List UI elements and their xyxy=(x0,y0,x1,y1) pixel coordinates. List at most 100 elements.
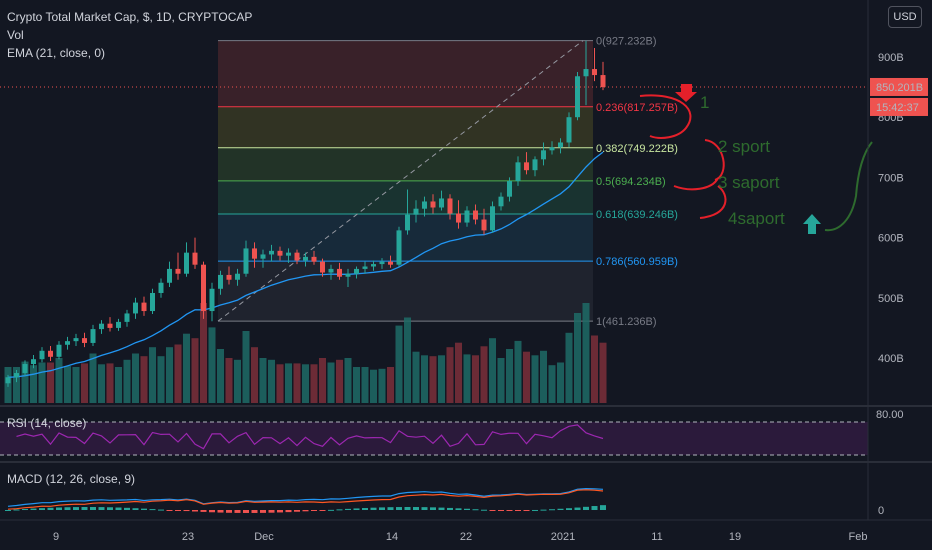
volume-bar xyxy=(89,353,97,403)
macd-histogram-bar xyxy=(260,510,266,513)
currency-button[interactable]: USD xyxy=(888,6,922,28)
macd-histogram-bar xyxy=(421,507,428,510)
fibonacci-labels: 0(927.232B) 0.236(817.257B) 0.382(749.222B… xyxy=(596,36,678,329)
volume-bar xyxy=(47,362,54,403)
macd-axis-label: 0 xyxy=(878,505,884,517)
macd-histogram-bar xyxy=(183,510,190,512)
macd-histogram-bar xyxy=(566,508,572,510)
green-curve xyxy=(824,141,873,232)
volume-bar xyxy=(225,358,233,403)
candle-body xyxy=(235,273,240,280)
volume-bar xyxy=(149,347,156,403)
macd-histogram-bar xyxy=(56,507,62,510)
red-brace-2 xyxy=(704,139,725,181)
candle-body xyxy=(5,377,11,384)
volume-bar xyxy=(531,355,539,403)
volume-bar xyxy=(480,346,488,403)
macd-histogram-bar xyxy=(294,510,300,512)
annotation-a2: 2 sport xyxy=(718,137,770,156)
fib-band xyxy=(218,261,593,322)
candle-body xyxy=(167,268,172,283)
candle-body xyxy=(464,210,470,223)
macd-histogram-bar xyxy=(13,509,20,511)
macd-histogram-bar xyxy=(328,509,334,511)
volume-bar xyxy=(395,325,403,403)
candle-body xyxy=(158,282,164,293)
macd-histogram-bar xyxy=(379,507,385,510)
candle-body xyxy=(422,201,427,209)
fib-level-label: 0.786(560.959B) xyxy=(596,256,678,268)
countdown-label: 15:42:37 xyxy=(876,102,919,114)
time-tick-label: 19 xyxy=(729,531,741,543)
macd-histogram-bar xyxy=(192,510,198,512)
candle-body xyxy=(388,261,393,265)
volume-bar xyxy=(599,342,607,403)
candle-body xyxy=(133,302,138,314)
macd-histogram-bar xyxy=(115,507,122,510)
candle-body xyxy=(277,250,283,256)
fib-level-label: 0(927.232B) xyxy=(596,36,657,48)
macd-histogram-bar xyxy=(200,510,207,512)
macd-histogram-bar xyxy=(362,508,368,510)
price-tick-label: 600B xyxy=(878,233,904,245)
candle-body xyxy=(124,313,130,322)
fib-level-label: 0.382(749.222B) xyxy=(596,143,678,155)
candle-body xyxy=(405,214,410,231)
rsi-axis-label: 80.00 xyxy=(876,409,904,421)
macd-histogram-bar xyxy=(472,509,479,511)
macd-histogram-bar xyxy=(30,508,37,510)
volume-bar xyxy=(582,303,590,403)
macd-histogram-bar xyxy=(540,509,547,511)
ema-legend: EMA (21, close, 0) xyxy=(7,46,106,60)
macd-histogram-bar xyxy=(166,510,173,511)
candle-body xyxy=(201,264,206,312)
macd-histogram-bar xyxy=(532,509,538,511)
macd-histogram-bar xyxy=(81,507,88,510)
candle-body xyxy=(481,219,487,231)
candle-body xyxy=(592,69,597,76)
fib-level-label: 0.236(817.257B) xyxy=(596,102,678,114)
volume-bar xyxy=(591,335,598,403)
candle-body xyxy=(515,162,521,182)
macd-signal-line xyxy=(7,489,604,510)
macd-histogram-bar xyxy=(345,508,351,510)
candle-body xyxy=(430,201,436,208)
macd-histogram-bar xyxy=(574,507,581,510)
candle-body xyxy=(354,268,359,274)
time-tick-label: 11 xyxy=(651,531,662,543)
volume-bar xyxy=(370,369,377,403)
candle-body xyxy=(39,350,45,360)
green-up-arrow-icon xyxy=(803,214,821,234)
macd-histogram-bar xyxy=(311,510,317,511)
volume-bar xyxy=(548,365,556,403)
macd-histogram-bar xyxy=(90,507,96,510)
candle-body xyxy=(22,364,28,374)
volume-bar xyxy=(404,317,411,403)
time-tick-label: 22 xyxy=(460,531,472,543)
macd-histogram-bar xyxy=(353,508,360,510)
volume-bar xyxy=(174,344,182,403)
volume-bar xyxy=(13,367,20,403)
macd-histogram-bar xyxy=(141,508,147,510)
annotation-a1: 1 xyxy=(700,93,709,112)
macd-histogram-bar xyxy=(523,510,530,511)
indicator-panes xyxy=(0,405,932,513)
time-tick-label: 9 xyxy=(53,531,59,543)
macd-histogram-bar xyxy=(481,509,487,511)
volume-bar xyxy=(293,363,301,403)
macd-histogram-bar xyxy=(209,510,215,513)
macd-histogram-bar xyxy=(387,507,394,510)
volume-bar xyxy=(251,347,258,403)
candle-body xyxy=(107,323,113,328)
candle-body xyxy=(260,254,266,259)
macd-histogram-bar xyxy=(64,507,71,510)
candle-body xyxy=(396,230,402,265)
macd-histogram-bar xyxy=(498,510,504,511)
volume-bar xyxy=(463,354,471,403)
macd-histogram-bar xyxy=(336,509,343,511)
candle-body xyxy=(362,266,368,269)
candle-body xyxy=(73,338,79,342)
candle-body xyxy=(116,321,121,328)
candle-body xyxy=(65,341,70,345)
candle-body xyxy=(566,117,572,143)
